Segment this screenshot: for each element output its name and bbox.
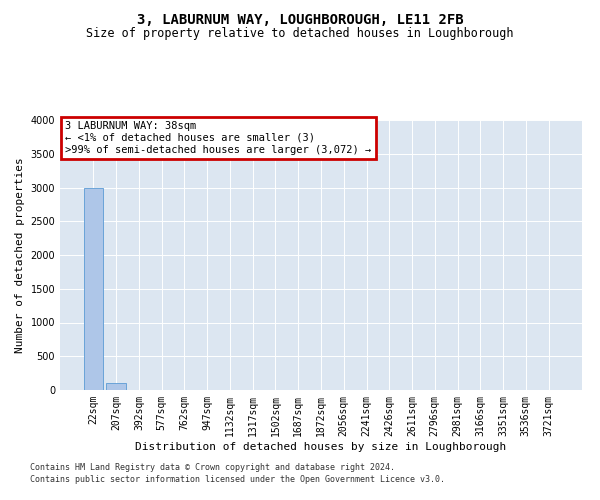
Text: Contains public sector information licensed under the Open Government Licence v3: Contains public sector information licen… bbox=[30, 475, 445, 484]
Text: 3, LABURNUM WAY, LOUGHBOROUGH, LE11 2FB: 3, LABURNUM WAY, LOUGHBOROUGH, LE11 2FB bbox=[137, 12, 463, 26]
Bar bbox=[84, 188, 103, 390]
Text: Size of property relative to detached houses in Loughborough: Size of property relative to detached ho… bbox=[86, 28, 514, 40]
Text: 3 LABURNUM WAY: 38sqm
← <1% of detached houses are smaller (3)
>99% of semi-deta: 3 LABURNUM WAY: 38sqm ← <1% of detached … bbox=[65, 122, 371, 154]
X-axis label: Distribution of detached houses by size in Loughborough: Distribution of detached houses by size … bbox=[136, 442, 506, 452]
Y-axis label: Number of detached properties: Number of detached properties bbox=[15, 157, 25, 353]
Bar bbox=[106, 383, 126, 390]
Text: Contains HM Land Registry data © Crown copyright and database right 2024.: Contains HM Land Registry data © Crown c… bbox=[30, 462, 395, 471]
